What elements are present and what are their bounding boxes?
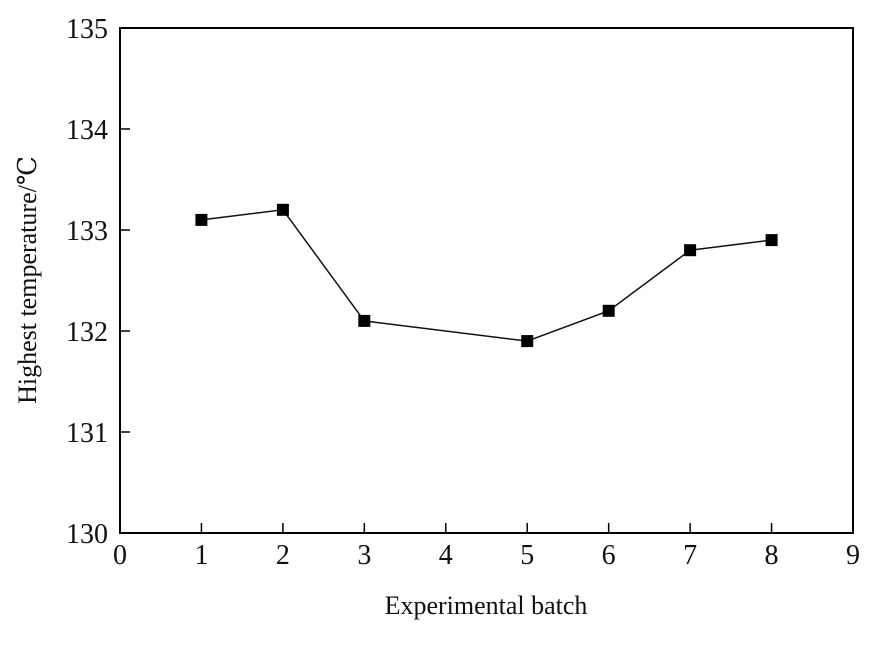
y-tick-label: 132 (66, 317, 108, 348)
x-tick-label: 5 (520, 540, 534, 571)
x-tick-label: 3 (357, 540, 371, 571)
x-tick-label: 2 (276, 540, 290, 571)
y-tick-label: 135 (66, 14, 108, 45)
y-axis-title: Highest temperature/℃ (13, 156, 42, 404)
x-tick-label: 0 (113, 540, 127, 571)
data-point-marker (195, 213, 208, 226)
x-tick-label: 8 (765, 540, 779, 571)
x-tick-label: 7 (683, 540, 697, 571)
x-tick-label: 1 (194, 540, 208, 571)
x-tick-label: 6 (602, 540, 616, 571)
x-tick-label: 9 (846, 540, 860, 571)
x-axis-ticks (200, 523, 773, 533)
data-point-marker (521, 335, 534, 348)
y-tick-label: 131 (66, 418, 108, 449)
x-tick-label: 4 (439, 540, 453, 571)
x-axis-title: Experimental batch (385, 591, 588, 620)
data-point-marker (276, 203, 289, 216)
y-tick-label: 133 (66, 216, 108, 247)
x-axis-tick-labels: 0 1 2 3 4 5 6 7 8 9 (113, 540, 860, 571)
plot-frame (119, 27, 854, 534)
data-point-marker (684, 244, 697, 257)
data-point-marker (765, 234, 778, 247)
y-tick-label: 130 (66, 519, 108, 550)
data-point-marker (358, 314, 371, 327)
y-tick-label: 134 (66, 115, 108, 146)
data-point-marker (602, 304, 615, 317)
y-axis-tick-labels: 130 131 132 133 134 135 (66, 14, 108, 550)
series-markers (195, 203, 778, 348)
y-axis-ticks (120, 128, 130, 433)
